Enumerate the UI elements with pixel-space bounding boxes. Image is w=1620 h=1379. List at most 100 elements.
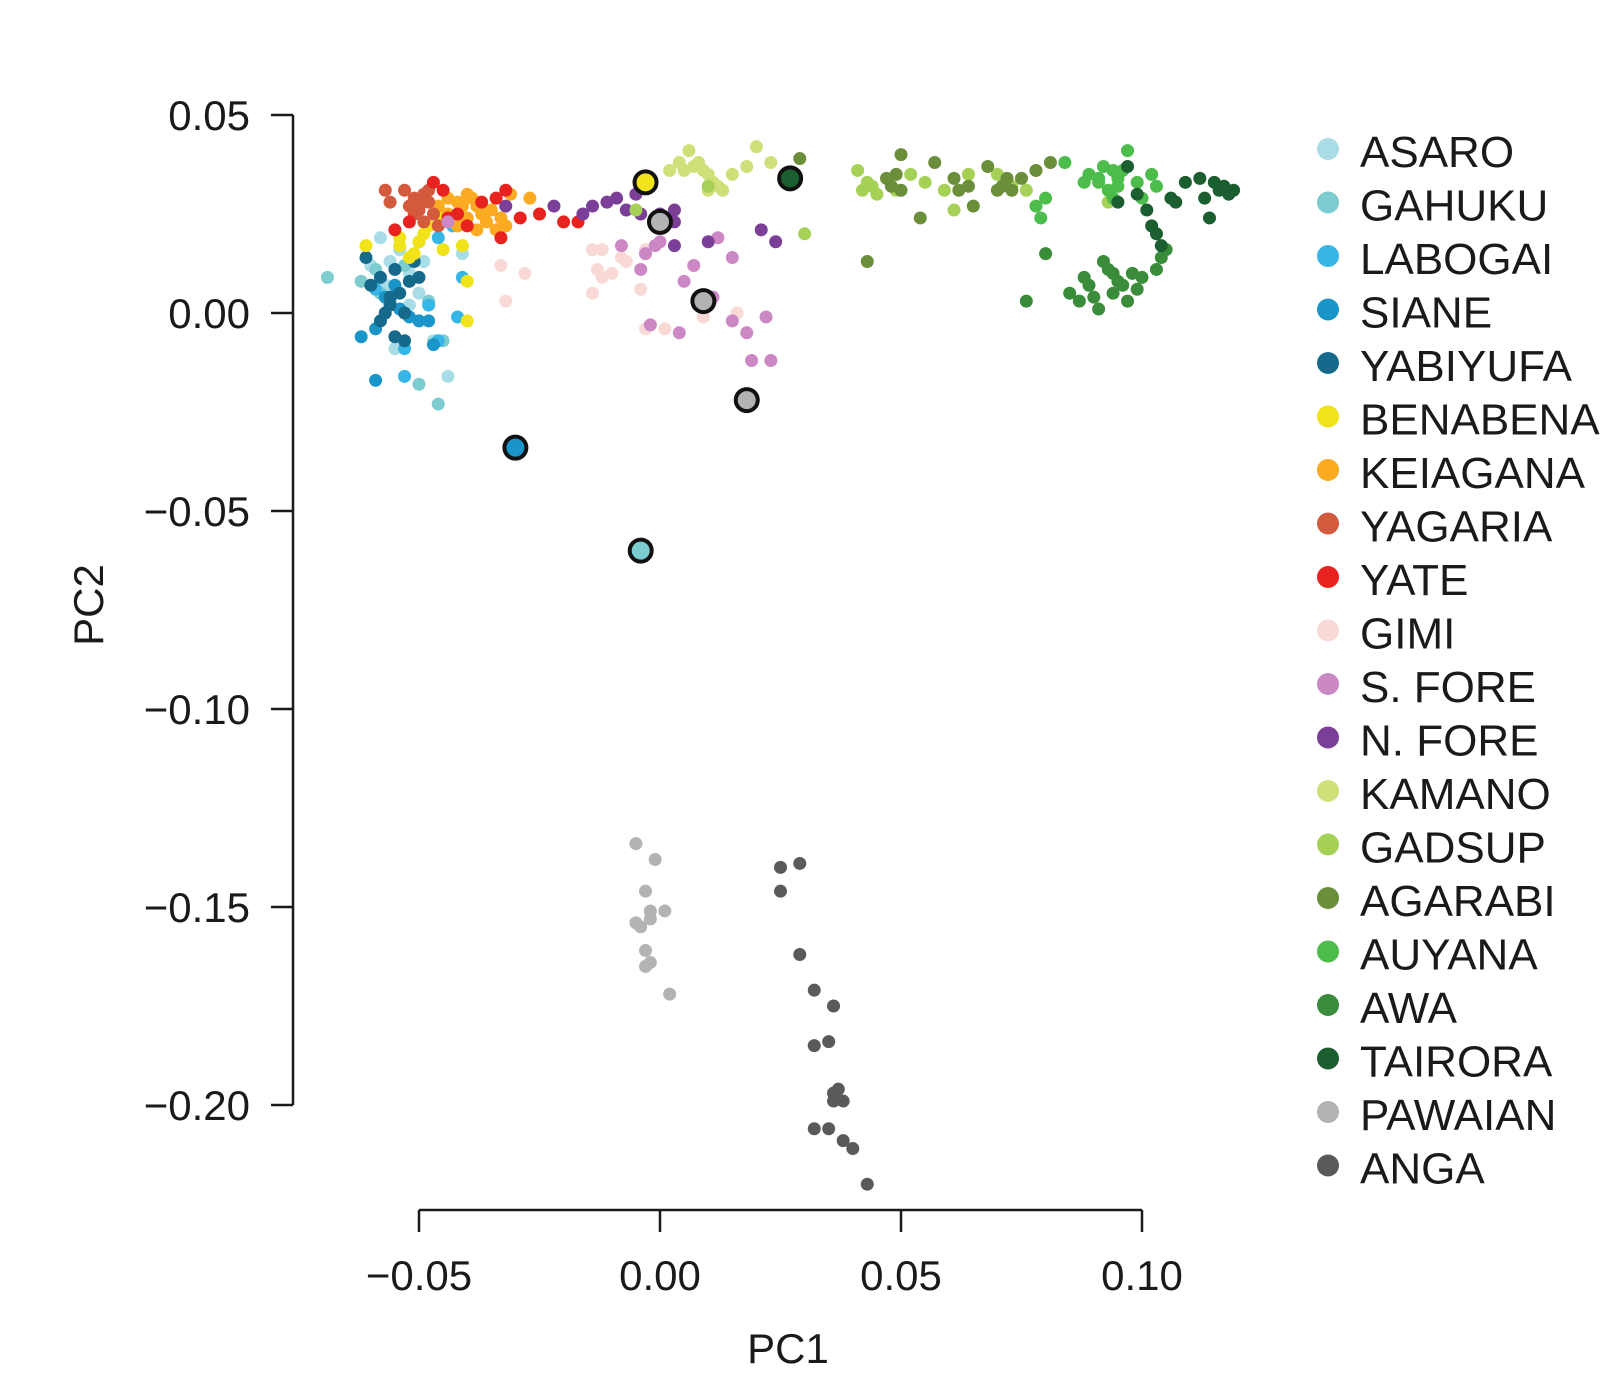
point-yabiyufa <box>373 270 387 284</box>
legend-label: ASARO <box>1360 128 1514 177</box>
point-yate <box>426 175 440 189</box>
point-pawaian <box>639 944 653 958</box>
legend-label: PAWAIAN <box>1360 1091 1556 1140</box>
point-s-fore <box>677 274 691 288</box>
legend-label: YAGARIA <box>1360 503 1553 552</box>
point-gadsup <box>629 203 643 217</box>
legend-marker <box>1317 566 1339 588</box>
y-tick-label: −0.15 <box>144 884 250 931</box>
point-awa <box>1149 262 1163 276</box>
point-gadsup <box>904 167 918 181</box>
point-keiagana <box>479 215 493 229</box>
highlighted-point <box>647 208 673 235</box>
point-tairora <box>1121 159 1135 173</box>
legend-marker <box>1317 512 1339 535</box>
point-yabiyufa <box>373 314 387 328</box>
legend-label: YATE <box>1360 556 1468 605</box>
point-kamano <box>764 156 778 170</box>
point-n-fore <box>754 223 768 237</box>
point-tairora <box>1198 191 1212 205</box>
point-gimi <box>634 282 648 296</box>
legend-label: AGARABI <box>1360 877 1556 926</box>
point-agarabi <box>860 255 874 269</box>
legend-marker <box>1317 245 1339 267</box>
point-benabena <box>393 239 407 253</box>
point-yabiyufa <box>393 286 407 300</box>
highlighted-point <box>632 169 659 196</box>
point-n-fore <box>701 235 715 249</box>
point-kamano <box>740 159 754 173</box>
point-agarabi <box>1015 171 1028 185</box>
point-awa <box>1106 286 1120 300</box>
point-s-fore <box>441 215 455 229</box>
point-auyana <box>1058 156 1072 170</box>
legend-marker <box>1317 138 1339 160</box>
point-keiagana <box>484 203 498 217</box>
point-yabiyufa <box>398 334 412 348</box>
point-awa <box>1092 302 1106 316</box>
point-anga <box>836 1094 850 1108</box>
point-kamano <box>682 144 696 158</box>
point-labogai <box>422 298 436 312</box>
point-anga <box>822 1035 836 1049</box>
legend: ASAROGAHUKULABOGAISIANEYABIYUFABENABENAK… <box>1317 128 1600 1194</box>
legend-label: LABOGAI <box>1360 235 1553 284</box>
point-labogai <box>398 369 412 383</box>
legend-marker <box>1317 780 1339 802</box>
point-auyana <box>1130 175 1144 189</box>
point-s-fore <box>759 310 773 324</box>
legend-label: S. FORE <box>1360 663 1536 712</box>
point-s-fore <box>672 326 686 340</box>
point-asaro <box>417 255 431 269</box>
point-s-fore <box>745 354 759 368</box>
point-yate <box>557 215 571 229</box>
y-tick-label: −0.10 <box>144 686 250 733</box>
point-anga <box>807 983 821 997</box>
point-awa <box>1063 286 1077 300</box>
point-n-fore <box>547 199 561 213</box>
point-anga <box>860 1177 874 1191</box>
point-pawaian <box>639 959 653 973</box>
point-gadsup <box>701 179 715 193</box>
point-yate <box>494 231 508 245</box>
legend-label: GIMI <box>1360 610 1455 659</box>
x-tick-label: 0.10 <box>1101 1252 1183 1299</box>
point-benabena <box>455 239 469 253</box>
point-kamano <box>663 163 677 177</box>
point-pawaian <box>658 904 672 918</box>
point-benabena <box>436 243 450 257</box>
point-kamano <box>716 183 730 197</box>
point-auyana <box>1029 199 1043 213</box>
point-anga <box>807 1039 821 1053</box>
point-yate <box>402 215 416 229</box>
point-n-fore <box>769 235 783 249</box>
point-gimi <box>586 243 600 257</box>
point-pawaian <box>629 916 643 930</box>
x-axis: −0.05 0.00 0.05 0.10 <box>366 1208 1183 1299</box>
point-s-fore <box>725 251 739 265</box>
legend-label: SIANE <box>1360 289 1492 338</box>
y-axis: 0.05 0.00 −0.05 −0.10 −0.15 −0.20 <box>144 92 295 1129</box>
point-tairora <box>1169 195 1183 209</box>
point-keiagana <box>499 219 513 233</box>
x-tick-label: 0.05 <box>860 1252 942 1299</box>
point-agarabi <box>981 159 995 173</box>
point-labogai <box>431 231 445 245</box>
legend-label: N. FORE <box>1360 717 1538 766</box>
point-awa <box>1116 278 1130 292</box>
point-gimi <box>696 310 710 324</box>
point-yabiyufa <box>398 306 412 320</box>
point-yate <box>533 207 546 221</box>
y-tick-label: 0.00 <box>168 290 250 337</box>
point-yagaria <box>412 195 426 209</box>
point-gahuku <box>412 377 426 391</box>
legend-marker <box>1317 726 1339 749</box>
point-yate <box>451 207 465 221</box>
point-yagaria <box>378 183 392 197</box>
legend-label: ANGA <box>1360 1145 1485 1194</box>
point-benabena <box>407 247 421 261</box>
highlighted-point <box>777 165 804 192</box>
point-yabiyufa <box>388 262 402 276</box>
point-siane <box>426 338 440 352</box>
